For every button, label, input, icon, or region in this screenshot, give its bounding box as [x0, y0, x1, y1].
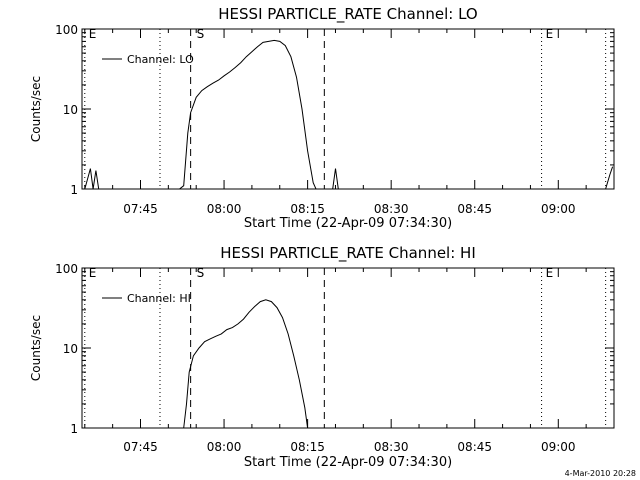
y-axis-label: Counts/sec	[29, 315, 43, 381]
x-tick-label: 07:45	[123, 440, 158, 454]
marker-label: E	[546, 27, 554, 41]
marker-label: E	[89, 27, 97, 41]
footer-timestamp: 4-Mar-2010 20:28	[565, 469, 636, 478]
x-tick-label: 09:00	[541, 202, 576, 216]
marker-label: E	[89, 266, 97, 280]
marker-label: E	[546, 266, 554, 280]
series-line	[84, 39, 614, 190]
y-tick-label: 1	[70, 183, 78, 197]
x-tick-label: 08:00	[207, 202, 242, 216]
series-line	[183, 299, 309, 429]
y-axis-label: Counts/sec	[29, 76, 43, 142]
panel-lo: HESSI PARTICLE_RATE Channel: LO 1 10 100 07:…	[29, 5, 615, 231]
x-tick-label: 08:30	[374, 202, 409, 216]
y-tick-label: 100	[55, 23, 78, 37]
x-tick-label: 08:45	[457, 202, 492, 216]
x-axis-label: Start Time (22-Apr-09 07:34:30)	[244, 216, 452, 231]
panel-hi: HESSI PARTICLE_RATE Channel: HI 1 10 100 07:…	[29, 244, 615, 470]
y-tick-label: 100	[55, 262, 78, 276]
x-tick-label: 09:00	[541, 440, 576, 454]
chart-title: HESSI PARTICLE_RATE Channel: LO	[218, 5, 477, 24]
y-tick-label: 10	[63, 342, 78, 356]
x-tick-label: 08:15	[290, 202, 325, 216]
marker-label: S	[197, 27, 205, 41]
marker-label: S	[197, 266, 205, 280]
y-tick-label: 1	[70, 422, 78, 436]
x-tick-label: 07:45	[123, 202, 158, 216]
legend-entry: Channel: LO	[127, 53, 194, 66]
x-axis-label: Start Time (22-Apr-09 07:34:30)	[244, 455, 452, 470]
y-tick-label: 10	[63, 103, 78, 117]
x-tick-label: 08:30	[374, 440, 409, 454]
x-tick-label: 08:00	[207, 440, 242, 454]
chart-title: HESSI PARTICLE_RATE Channel: HI	[220, 244, 476, 263]
legend-entry: Channel: HI	[127, 292, 191, 305]
x-tick-label: 08:45	[457, 440, 492, 454]
x-tick-label: 08:15	[290, 440, 325, 454]
